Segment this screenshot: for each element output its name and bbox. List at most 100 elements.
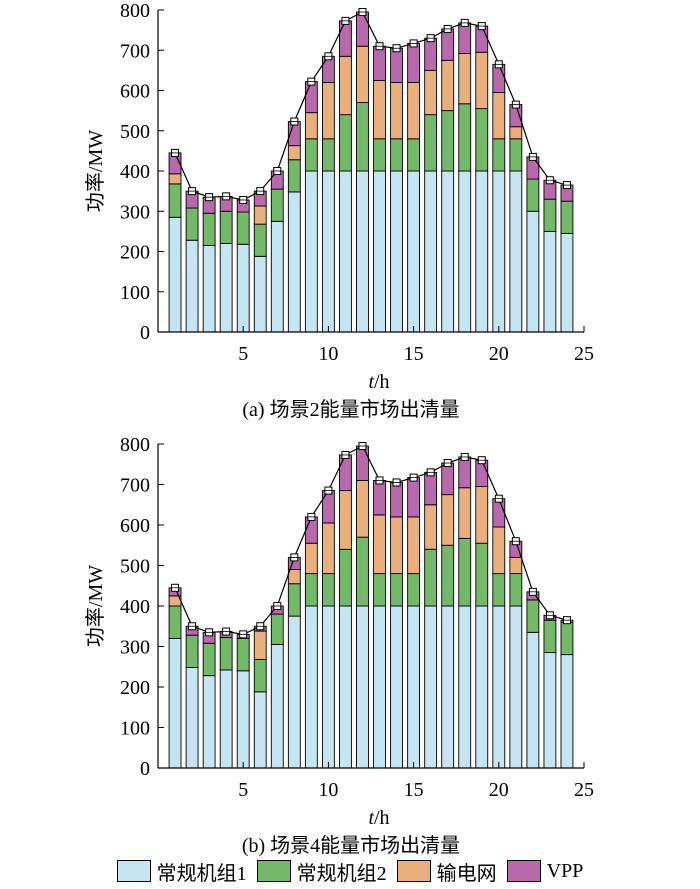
panel-a-bar-unit2-t18 (458, 103, 472, 172)
panel-a-bar-unit1-t6 (253, 255, 267, 333)
panel-b-bar-unit2-t14 (390, 573, 403, 607)
panel-a-bar-unit1-t4 (219, 242, 233, 333)
panel-b-bar-unit1-t13 (373, 605, 386, 769)
panel-a-bar-vpp-t17 (441, 28, 455, 61)
panel-b-bar-grid-t15 (407, 516, 421, 575)
panel-a-bar-unit2-t2 (185, 207, 199, 241)
panel-a-xtick-label-25: 25 (574, 343, 594, 365)
legend-label-unit1: 常规机组1 (156, 862, 247, 885)
panel-b-bar-unit2-t24 (560, 621, 574, 656)
panel-a-bar-grid-t16 (424, 69, 438, 116)
panel-b-total-line (174, 445, 568, 636)
panel-b-ytick-label-600: 600 (120, 515, 150, 537)
panel-a-bar-unit2-t17 (441, 110, 455, 172)
panel-a-bar-grid-t15 (407, 81, 421, 140)
panel-a-bar-unit2-t23 (543, 198, 557, 232)
panel-a-bar-unit2-t22 (526, 178, 540, 212)
panel-b-xlabel: t/h (368, 807, 389, 829)
panel-b-bar-unit2-t22 (526, 599, 540, 633)
panel-b-bar-grid-t9 (304, 542, 318, 575)
panel-b-bar-unit1-t2 (185, 667, 199, 769)
panel-a-bar-unit1-t17 (441, 170, 455, 333)
legend-swatch-unit1 (116, 860, 151, 882)
panel-b-bar-grid-t21 (509, 556, 523, 575)
panel-b-bar-unit1-t6 (253, 691, 267, 769)
panel-a-caption: (a) 场景2能量市场出清量 (242, 398, 459, 421)
panel-b-bar-unit1-t3 (202, 675, 216, 769)
panel-b-bar-unit1-t18 (458, 605, 472, 769)
panel-a-bar-unit1-t23 (543, 230, 557, 333)
panel-b-bar-unit2-t18 (458, 537, 472, 607)
panel-b-bar-vpp-t12 (356, 445, 369, 481)
panel-a-bar-unit2-t4 (219, 210, 233, 244)
panel-a-bar-unit1-t3 (202, 245, 216, 333)
panel-b-bar-unit2-t11 (339, 548, 352, 607)
panel-b-bar-grid-t17 (441, 494, 455, 546)
panel-a-bar-unit2-t3 (202, 212, 216, 246)
panel-a-bar-unit1-t11 (339, 170, 352, 333)
panel-a-bar-unit2-t8 (287, 159, 301, 193)
panel-b-bar-unit2-t20 (492, 573, 506, 607)
panel-a-bar-unit2-t7 (270, 188, 284, 222)
panel-a-bar-unit1-t14 (390, 170, 403, 333)
panel-a-bar-unit2-t11 (339, 114, 352, 172)
panel-a-bar-grid-t1 (168, 173, 182, 185)
panel-b-bar-unit1-t17 (441, 605, 455, 769)
panel-a-bar-vpp-t16 (424, 37, 438, 71)
panel-b-bar-unit1-t22 (526, 631, 540, 769)
panel-a-bar-grid-t11 (339, 55, 352, 116)
panel-a-bar-vpp-t18 (458, 22, 472, 54)
panel-a-ylabel: 功率/MW (84, 130, 107, 212)
panel-b-bar-unit2-t19 (475, 542, 489, 607)
panel-b-bar-vpp-t20 (492, 498, 506, 528)
panel-b-bar-unit2-t7 (270, 613, 284, 645)
panel-b-bar-unit2-t9 (304, 573, 318, 607)
panel-b-xtick-label-10: 10 (318, 779, 338, 801)
panel-b-bar-unit1-t4 (219, 669, 233, 769)
panel-b-bar-unit1-t24 (560, 654, 574, 769)
panel-b-bar-unit1-t16 (424, 605, 438, 769)
panel-b-bar-vpp-t13 (373, 480, 386, 516)
panel-a-bar-unit1-t9 (304, 170, 318, 333)
panel-a-ytick-label-800: 800 (120, 0, 150, 22)
panel-b-bar-unit2-t3 (202, 642, 216, 677)
panel-a-bar-vpp-t12 (356, 11, 369, 47)
panel-b-bar-unit1-t21 (509, 605, 523, 769)
panel-b-bar-grid-t10 (321, 522, 335, 575)
panel-b-bar-unit1-t20 (492, 605, 506, 769)
panel-b-caption: (b) 场景4能量市场出清量 (242, 834, 460, 857)
panel-b-bar-unit2-t5 (236, 637, 250, 672)
panel-a-bar-unit1-t15 (407, 170, 421, 333)
panel-a-bar-unit2-t24 (560, 200, 574, 234)
panel-a-bar-unit2-t19 (475, 108, 489, 172)
panel-a-bar-unit1-t5 (236, 243, 250, 333)
panel-b-bar-unit2-t16 (424, 548, 438, 607)
panel-a-bar-unit1-t24 (560, 232, 574, 333)
panel-a-bar-unit1-t7 (270, 220, 284, 333)
panel-b-bar-grid-t8 (287, 569, 301, 585)
panel-b-bar-unit2-t8 (287, 583, 301, 617)
panel-a-bar-unit2-t15 (407, 138, 421, 172)
panel-b-ytick-label-700: 700 (120, 475, 150, 497)
panel-a-xlabel: t/h (368, 371, 389, 393)
panel-a-bar-unit1-t1 (168, 216, 182, 333)
panel-b-bar-unit1-t23 (543, 652, 557, 769)
panel-b-bar-grid-t6 (253, 630, 267, 660)
panel-b-bar-unit1-t10 (321, 605, 335, 769)
panel-a-bar-unit1-t19 (475, 170, 489, 333)
panel-a-ytick-label-0: 0 (140, 322, 150, 344)
panel-a-bar-grid-t17 (441, 59, 455, 112)
legend-label-vpp: VPP (546, 859, 584, 882)
panel-a-bar-grid-t12 (356, 45, 369, 104)
legend-swatch-grid (396, 860, 431, 882)
panel-a-bar-grid-t20 (492, 92, 506, 140)
panel-b-ytick-label-300: 300 (120, 637, 150, 659)
panel-b-xtick-label-5: 5 (238, 779, 248, 801)
panel-b-bar-grid-t12 (356, 480, 369, 538)
panel-a-bar-unit1-t12 (356, 170, 369, 333)
panel-b-bar-unit2-t2 (185, 634, 199, 669)
panel-b-xtick-label-20: 20 (489, 779, 509, 801)
panel-b-ytick-label-100: 100 (120, 718, 150, 740)
panel-b-bar-unit1-t5 (236, 670, 250, 769)
panel-a-bar-unit2-t6 (253, 223, 267, 257)
